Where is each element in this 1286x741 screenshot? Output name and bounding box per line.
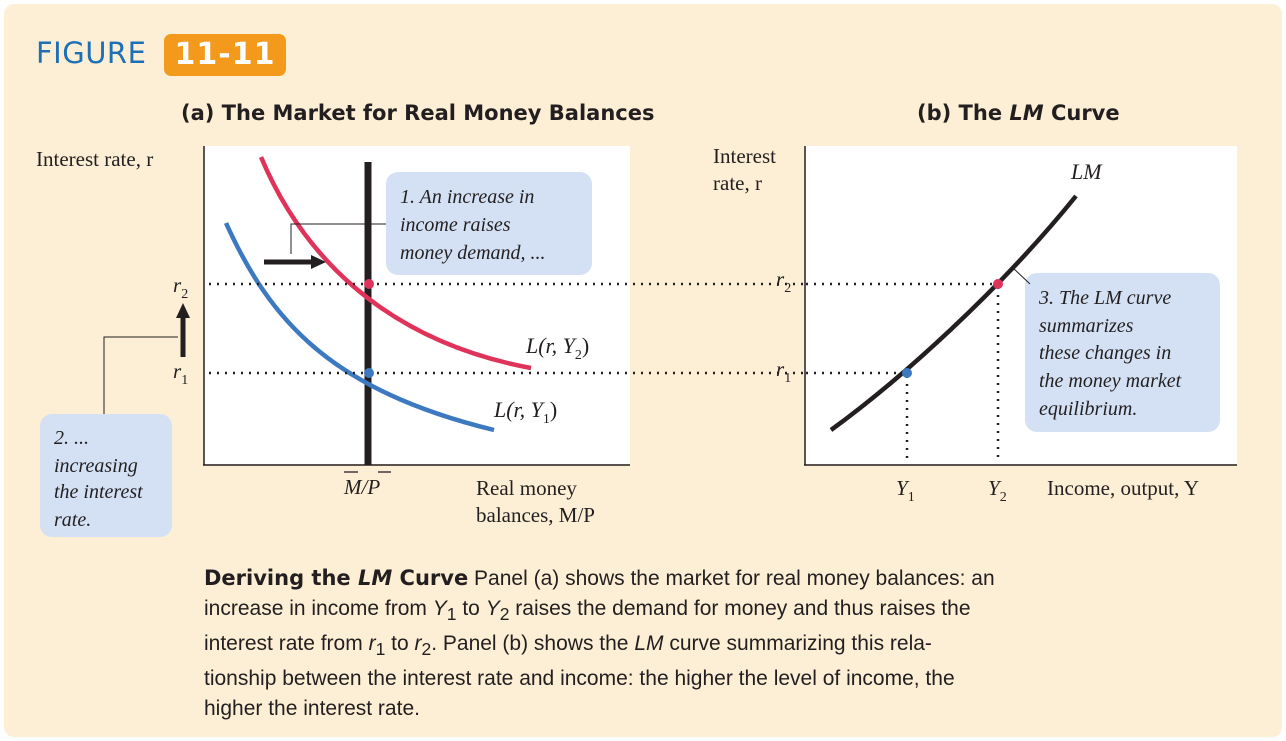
y2-tick-label: Y2	[988, 476, 1007, 505]
interest-up-arrowhead	[176, 303, 190, 318]
callout-3-line-5: equilibrium.	[1039, 398, 1137, 420]
callout-1-leader	[290, 223, 386, 254]
y1-tick-label: Y1	[896, 476, 915, 505]
callout-3-line-1: 3. The LM curve	[1038, 287, 1171, 309]
panel-b-x-axis-label: Income, output, Y	[1047, 476, 1199, 500]
callout-3-line-4: the money market	[1039, 370, 1182, 392]
equilibrium-point-r1	[364, 368, 374, 378]
demand-curve-y1-label: L(r, Y1)	[493, 397, 557, 427]
callout-1-line-3: money demand, ...	[400, 242, 546, 264]
callout-3-line-3: these changes in	[1039, 342, 1171, 364]
figure-caption: Deriving the LM Curve Panel (a) shows th…	[204, 566, 995, 721]
panel-a-title: (a) The Market for Real Money Balances	[181, 101, 654, 125]
panel-a-r2-label: r2	[173, 273, 188, 302]
callout-2-line-2: increasing	[54, 455, 138, 477]
panel-b-r1-label: r1	[776, 357, 791, 386]
demand-curve-y2	[258, 156, 532, 371]
lm-curve-label: LM	[1070, 159, 1103, 184]
callout-3-line-2: summarizes	[1039, 315, 1134, 337]
demand-shift-arrowhead	[311, 255, 326, 269]
panel-b-r2-label: r2	[776, 267, 791, 296]
panel-b-title: (b) The LM Curve	[917, 101, 1120, 125]
callout-1-line-2: income raises	[400, 214, 511, 236]
lm-curve	[829, 194, 1078, 432]
callout-3-leader	[1011, 266, 1031, 285]
lm-point-y2	[993, 279, 1003, 289]
callout-2-line-4: rate.	[54, 509, 91, 531]
callout-2-line-1: 2. ...	[54, 427, 89, 449]
callout-3-box	[1025, 273, 1220, 432]
panel-b-y-axis-label-line-2: rate, r	[713, 171, 762, 195]
panel-a-r1-label: r1	[173, 359, 188, 388]
callout-2-line-3: the interest	[54, 481, 143, 503]
lm-point-y1	[902, 368, 912, 378]
caption-lead: Deriving the LM Curve	[204, 566, 469, 590]
callout-1-box	[386, 172, 592, 275]
callout-1-line-1: 1. An increase in	[400, 186, 534, 208]
callout-2-leader	[103, 336, 178, 414]
equilibrium-point-r2	[364, 279, 374, 289]
figure-label: FIGURE	[36, 36, 147, 70]
panel-a-x-axis-label-line-1: Real money	[476, 476, 577, 500]
demand-curve-y1	[223, 222, 495, 433]
panel-b-y-axis-label-line-1: Interest	[713, 144, 776, 168]
callout-2-box	[40, 414, 172, 537]
figure-number-badge: 11-11	[164, 34, 286, 76]
demand-curve-y2-label: L(r, Y2)	[525, 333, 589, 363]
panel-a-x-axis-label-line-2: balances, M/P	[476, 503, 595, 527]
money-supply-tick-label: M/P	[343, 475, 380, 499]
panel-a-y-axis-label: Interest rate, r	[36, 147, 153, 171]
